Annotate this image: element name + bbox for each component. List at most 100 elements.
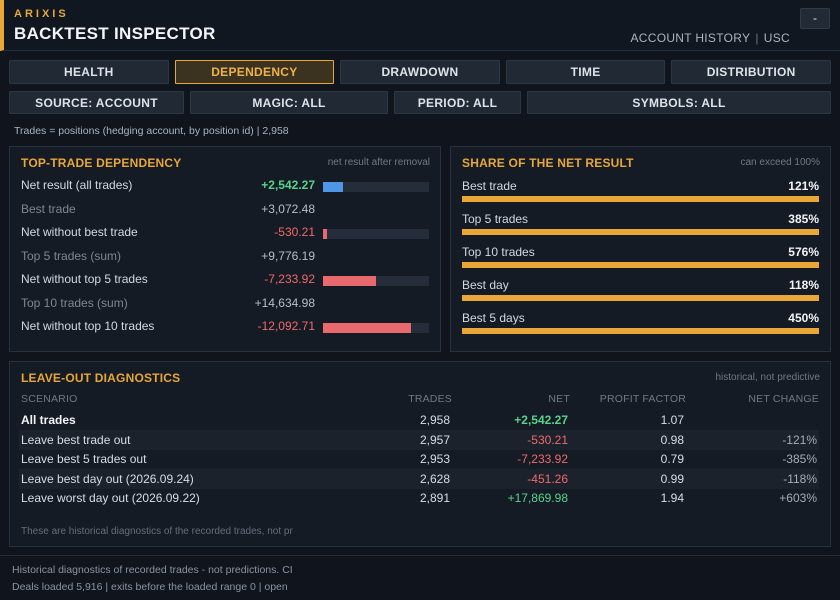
leaveout-note: historical, not predictive: [715, 372, 821, 383]
net-change-cell: +603%: [779, 491, 817, 505]
table-row: Leave best day out (2026.09.24) 2,628 -451…: [19, 468, 819, 489]
view-tabs: HEALTH DEPENDENCY DRAWDOWN TIME DISTRIBU…: [9, 60, 831, 84]
dependency-row-value: -530.21: [274, 225, 315, 239]
column-scenario: SCENARIO: [21, 393, 78, 405]
tab-health[interactable]: HEALTH: [9, 60, 169, 84]
share-item-label: Best trade: [462, 179, 517, 193]
share-bar: [462, 262, 819, 268]
dependency-row: Net without top 5 trades -7,233.92: [21, 269, 429, 289]
scenario-cell: All trades: [21, 413, 76, 427]
brand-logo-text: ARIXIS: [14, 8, 69, 20]
dependency-bar: [323, 229, 328, 239]
dependency-row-label: Net result (all trades): [21, 178, 133, 192]
profit-factor-cell: 0.79: [660, 452, 684, 466]
net-cell: -7,233.92: [517, 452, 568, 466]
net-cell: -530.21: [527, 432, 568, 447]
share-item-percent: 450%: [788, 311, 819, 325]
header-separator: |: [755, 31, 759, 45]
share-bar: [462, 328, 819, 334]
source-filter-button[interactable]: SOURCE: ACCOUNT: [9, 91, 184, 114]
dependency-bar-track: [323, 182, 429, 192]
share-item-label: Best day: [462, 278, 509, 292]
leaveout-panel: LEAVE-OUT DIAGNOSTICS historical, not pr…: [9, 361, 831, 547]
magic-filter-button[interactable]: MAGIC: ALL: [190, 91, 388, 114]
profit-factor-cell: 1.07: [660, 413, 684, 427]
minimize-button[interactable]: -: [800, 8, 830, 29]
share-item-percent: 118%: [788, 278, 819, 292]
dependency-row: Top 10 trades (sum) +14,634.98: [21, 293, 429, 313]
share-item: Best trade 121%: [462, 179, 819, 207]
net-change-cell: -385%: [782, 452, 817, 466]
trades-cell: 2,958: [419, 413, 450, 427]
dependency-row-value: +2,542.27: [261, 178, 315, 192]
trades-cell: 2,628: [419, 471, 450, 486]
column-net: NET: [548, 393, 570, 405]
trades-info: Trades = positions (hedging account, by …: [14, 125, 289, 137]
share-panel: SHARE OF THE NET RESULT can exceed 100% …: [450, 146, 831, 352]
dependency-bar-track: [323, 229, 429, 239]
dependency-row-value: -7,233.92: [264, 272, 315, 286]
dependency-row: Net result (all trades) +2,542.27: [21, 175, 429, 195]
dependency-bar-track: [323, 323, 429, 333]
currency-label: USC: [763, 31, 790, 45]
app-header: ARIXIS BACKTEST INSPECTOR ACCOUNT HISTOR…: [0, 0, 840, 51]
filter-bar: SOURCE: ACCOUNT MAGIC: ALL PERIOD: ALL S…: [9, 91, 831, 114]
column-trades: TRADES: [408, 393, 452, 405]
scenario-cell: Leave best 5 trades out: [21, 452, 147, 466]
table-row: Leave best trade out 2,957 -530.21 0.98 -121…: [19, 429, 819, 450]
share-item-percent: 385%: [788, 212, 819, 226]
share-item-label: Top 10 trades: [462, 245, 535, 259]
dependency-row-value: -12,092.71: [257, 319, 315, 333]
header-links: ACCOUNT HISTORY | USC: [630, 31, 790, 45]
net-cell: +17,869.98: [507, 491, 568, 505]
dependency-note: net result after removal: [327, 157, 430, 168]
dependency-row-label: Best trade: [21, 201, 76, 216]
dependency-panel: TOP-TRADE DEPENDENCY net result after re…: [9, 146, 441, 352]
share-item-label: Best 5 days: [462, 311, 525, 325]
share-title: SHARE OF THE NET RESULT: [462, 156, 634, 170]
app-title: BACKTEST INSPECTOR: [14, 24, 216, 43]
share-item: Best day 118%: [462, 278, 819, 306]
status-footer: Historical diagnostics of recorded trade…: [0, 555, 840, 600]
dependency-row-label: Net without best trade: [21, 225, 138, 239]
account-history-link[interactable]: ACCOUNT HISTORY: [630, 31, 751, 45]
scenario-cell: Leave best trade out: [21, 432, 131, 447]
share-item-percent: 576%: [788, 245, 819, 259]
tab-drawdown[interactable]: DRAWDOWN: [340, 60, 500, 84]
dependency-bar: [323, 276, 376, 286]
footer-stats: Deals loaded 5,916 | exits before the lo…: [12, 581, 288, 593]
scenario-cell: Leave worst day out (2026.09.22): [21, 491, 200, 505]
dependency-row: Best trade +3,072.48: [21, 199, 429, 219]
leaveout-title: LEAVE-OUT DIAGNOSTICS: [21, 371, 181, 385]
share-item-label: Top 5 trades: [462, 212, 529, 226]
dependency-bar: [323, 323, 411, 333]
share-bar: [462, 295, 819, 301]
dependency-row-value: +14,634.98: [254, 295, 315, 310]
dependency-row-label: Top 10 trades (sum): [21, 295, 128, 310]
tab-time[interactable]: TIME: [505, 60, 666, 84]
tab-distribution[interactable]: DISTRIBUTION: [671, 60, 831, 84]
net-cell: -451.26: [527, 471, 568, 486]
share-bar: [462, 196, 819, 202]
dependency-bar-track: [323, 276, 429, 286]
net-change-cell: -121%: [782, 432, 817, 447]
column-net-change: NET CHANGE: [748, 393, 819, 405]
dependency-bar: [323, 182, 344, 192]
net-change-cell: -118%: [783, 471, 817, 486]
share-item: Top 5 trades 385%: [462, 212, 819, 240]
column-profit-factor: PROFIT FACTOR: [599, 393, 686, 405]
period-filter-button[interactable]: PERIOD: ALL: [394, 91, 521, 114]
profit-factor-cell: 0.99: [660, 471, 684, 486]
table-header: SCENARIO TRADES NET PROFIT FACTOR NET CH…: [21, 393, 819, 409]
dependency-row-value: +3,072.48: [261, 201, 315, 216]
share-item: Top 10 trades 576%: [462, 245, 819, 273]
dependency-row-value: +9,776.19: [261, 248, 315, 263]
table-row: All trades 2,958 +2,542.27 1.07: [19, 410, 819, 430]
leaveout-footnote: These are historical diagnostics of the …: [21, 526, 293, 537]
dependency-title: TOP-TRADE DEPENDENCY: [21, 156, 182, 170]
tab-dependency[interactable]: DEPENDENCY: [174, 60, 335, 84]
scenario-cell: Leave best day out (2026.09.24): [21, 471, 194, 486]
symbols-filter-button[interactable]: SYMBOLS: ALL: [527, 91, 831, 114]
share-item-percent: 121%: [788, 179, 819, 193]
share-bar: [462, 229, 819, 235]
